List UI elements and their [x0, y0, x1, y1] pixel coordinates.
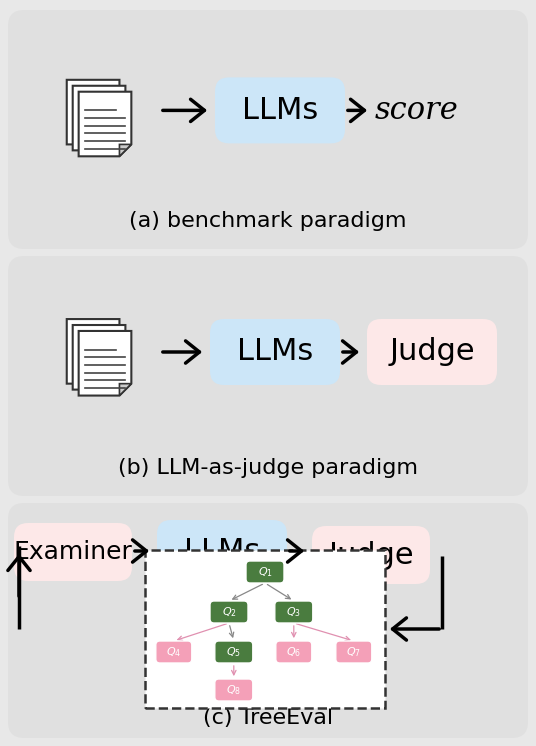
Text: $Q_6$: $Q_6$	[286, 645, 301, 659]
Text: Judge: Judge	[389, 337, 475, 366]
FancyBboxPatch shape	[215, 78, 345, 143]
Text: $Q_3$: $Q_3$	[286, 605, 301, 619]
FancyBboxPatch shape	[312, 526, 430, 584]
FancyBboxPatch shape	[157, 520, 287, 584]
Text: $Q_2$: $Q_2$	[221, 605, 236, 619]
FancyBboxPatch shape	[8, 10, 528, 249]
Polygon shape	[73, 325, 125, 389]
Text: $Q_1$: $Q_1$	[257, 565, 272, 579]
Text: (c) TreeEval: (c) TreeEval	[203, 708, 333, 728]
Text: Examiner: Examiner	[13, 540, 132, 564]
Text: $Q_7$: $Q_7$	[346, 645, 361, 659]
FancyBboxPatch shape	[210, 319, 340, 385]
FancyBboxPatch shape	[276, 641, 312, 663]
Bar	[145, 550, 385, 708]
FancyBboxPatch shape	[336, 641, 372, 663]
Text: $Q_4$: $Q_4$	[166, 645, 182, 659]
FancyBboxPatch shape	[8, 256, 528, 496]
Text: (b) LLM-as-judge paradigm: (b) LLM-as-judge paradigm	[118, 458, 418, 478]
FancyBboxPatch shape	[275, 601, 313, 623]
Text: $Q_8$: $Q_8$	[226, 683, 241, 697]
FancyBboxPatch shape	[156, 641, 192, 663]
FancyBboxPatch shape	[210, 601, 248, 623]
FancyBboxPatch shape	[8, 503, 528, 738]
Polygon shape	[108, 372, 120, 383]
Polygon shape	[108, 133, 120, 145]
Text: (a) benchmark paradigm: (a) benchmark paradigm	[129, 211, 407, 231]
Polygon shape	[73, 86, 125, 151]
Polygon shape	[79, 331, 131, 395]
Text: LLMs: LLMs	[184, 538, 260, 566]
Text: $Q_5$: $Q_5$	[226, 645, 241, 659]
FancyBboxPatch shape	[14, 523, 132, 581]
Polygon shape	[114, 377, 125, 389]
FancyBboxPatch shape	[215, 641, 253, 663]
Polygon shape	[120, 145, 131, 157]
Text: LLMs: LLMs	[237, 337, 313, 366]
Polygon shape	[67, 80, 120, 145]
FancyBboxPatch shape	[367, 319, 497, 385]
Polygon shape	[114, 139, 125, 151]
FancyBboxPatch shape	[246, 561, 284, 583]
Polygon shape	[79, 92, 131, 157]
Text: Judge: Judge	[328, 541, 414, 569]
FancyBboxPatch shape	[215, 679, 253, 701]
Polygon shape	[120, 383, 131, 395]
Text: score: score	[375, 95, 459, 126]
Text: LLMs: LLMs	[242, 96, 318, 125]
Polygon shape	[67, 319, 120, 383]
